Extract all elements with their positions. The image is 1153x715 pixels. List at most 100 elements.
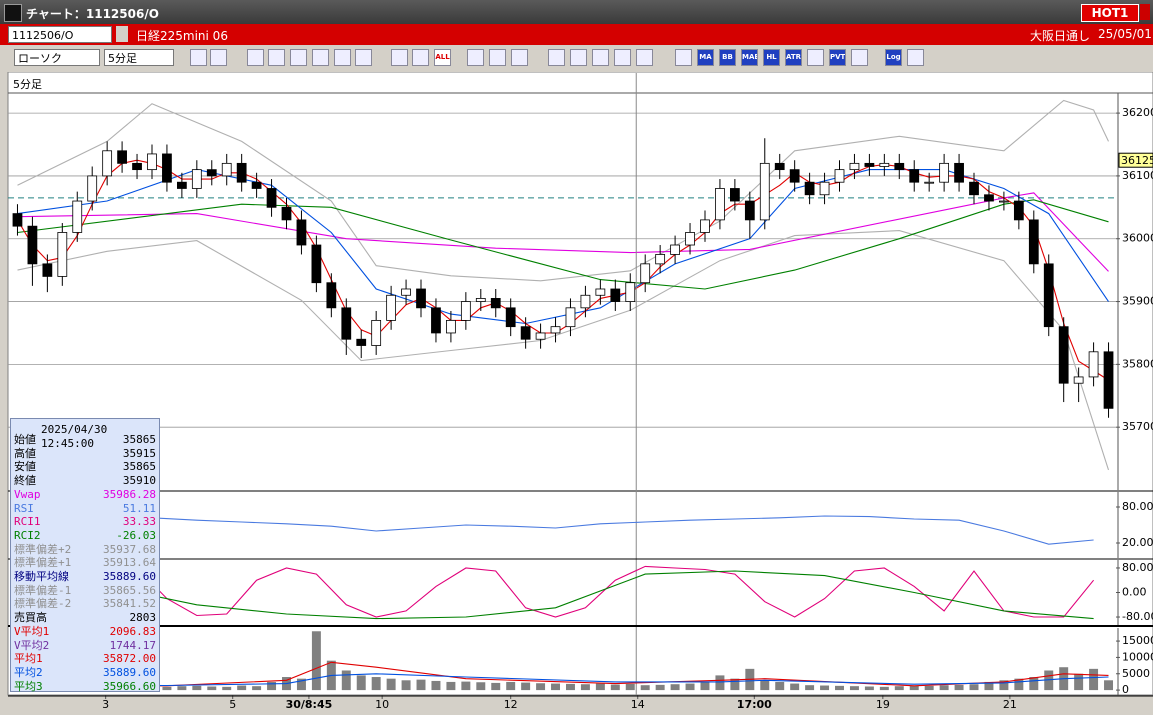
candle-body bbox=[640, 263, 651, 284]
chart-style-select[interactable]: ローソク bbox=[14, 49, 100, 66]
info-datetime: 2025/04/30 12:45:00 bbox=[41, 423, 119, 450]
volume-bar bbox=[655, 684, 665, 691]
info-row: 標準偏差-1 35865.56 bbox=[14, 584, 158, 598]
candle-body bbox=[909, 169, 920, 183]
tool-button[interactable] bbox=[467, 49, 484, 66]
volume-bar bbox=[311, 631, 321, 691]
volume-bar bbox=[790, 683, 800, 691]
volume-bar bbox=[162, 686, 172, 691]
info-label: RCI1 bbox=[14, 515, 41, 529]
info-value: -26.03 bbox=[116, 528, 156, 542]
info-row: 標準偏差-2 35841.52 bbox=[14, 597, 158, 611]
tool-button[interactable] bbox=[907, 49, 924, 66]
volume-bar bbox=[1089, 668, 1099, 691]
volume-bar bbox=[521, 682, 531, 691]
volume-bar bbox=[551, 683, 561, 691]
info-panel: 2025/04/30 12:45:00 始値 35865 高値 35915 安値 3586… bbox=[10, 418, 160, 693]
info-label: 移動平均線 bbox=[14, 570, 69, 583]
symbol-dropdown[interactable] bbox=[116, 26, 128, 42]
tool-button[interactable]: MA bbox=[697, 49, 714, 66]
tool-button[interactable] bbox=[312, 49, 329, 66]
timeframe-select[interactable]: 5分足 bbox=[104, 49, 174, 66]
volume-bar bbox=[625, 683, 635, 691]
tool-button[interactable] bbox=[190, 49, 207, 66]
info-value: 35865.56 bbox=[103, 583, 156, 597]
info-label: 始値 bbox=[14, 433, 36, 446]
tool-button[interactable] bbox=[592, 49, 609, 66]
info-label: 平均3 bbox=[14, 679, 43, 693]
tool-button[interactable] bbox=[489, 49, 506, 66]
last-price-label: 36125 bbox=[1121, 154, 1153, 167]
y-tick-label: 0 bbox=[1122, 683, 1129, 696]
symbol-bar: 1112506/O 日経225mini 06 大阪日通し 25/05/01 bbox=[0, 24, 1153, 45]
info-label: 安値 bbox=[14, 460, 36, 474]
tool-button[interactable] bbox=[247, 49, 264, 66]
candle-body bbox=[281, 206, 292, 221]
tool-button[interactable] bbox=[548, 49, 565, 66]
candle-body bbox=[894, 162, 905, 171]
tool-button[interactable] bbox=[570, 49, 587, 66]
candle-body bbox=[1043, 263, 1054, 328]
info-label: RSI bbox=[14, 501, 34, 515]
tool-button[interactable] bbox=[636, 49, 653, 66]
tool-button[interactable]: HL bbox=[763, 49, 780, 66]
tool-button[interactable] bbox=[851, 49, 868, 66]
candle-body bbox=[12, 213, 23, 227]
volume-bar bbox=[416, 679, 426, 691]
app-icon bbox=[4, 4, 22, 22]
close-button[interactable] bbox=[1140, 4, 1150, 20]
tool-button[interactable] bbox=[334, 49, 351, 66]
volume-bar bbox=[252, 686, 262, 691]
info-value: 1744.17 bbox=[109, 638, 156, 652]
volume-bar bbox=[1014, 678, 1024, 691]
candle-body bbox=[834, 169, 845, 183]
tool-button[interactable]: ALL bbox=[434, 49, 451, 66]
tool-button[interactable] bbox=[290, 49, 307, 66]
tool-button[interactable] bbox=[355, 49, 372, 66]
tool-button[interactable]: Log bbox=[885, 49, 902, 66]
volume-bar bbox=[296, 678, 306, 691]
volume-bar bbox=[192, 685, 202, 691]
info-row: RCI2 -26.03 bbox=[14, 529, 158, 543]
candle-body bbox=[431, 307, 441, 334]
candle-body bbox=[744, 200, 755, 221]
candle-body bbox=[446, 319, 456, 334]
tool-button[interactable]: MAE bbox=[741, 49, 758, 66]
y-tick-label: 10000 bbox=[1122, 650, 1153, 663]
candle-body bbox=[879, 162, 890, 167]
candle-body bbox=[386, 294, 397, 321]
tool-button[interactable] bbox=[511, 49, 528, 66]
candle-body bbox=[42, 263, 53, 277]
tool-button[interactable] bbox=[614, 49, 631, 66]
tool-button[interactable] bbox=[268, 49, 285, 66]
hot-badge[interactable]: HOT1 bbox=[1081, 4, 1139, 22]
tool-button[interactable] bbox=[807, 49, 824, 66]
candle-body bbox=[371, 319, 382, 346]
candle-body bbox=[132, 162, 142, 171]
volume-bar bbox=[371, 677, 381, 691]
tool-button[interactable]: BB bbox=[719, 49, 736, 66]
volume-bar bbox=[984, 681, 994, 691]
info-label: V平均1 bbox=[14, 624, 50, 638]
tool-button[interactable] bbox=[412, 49, 429, 66]
volume-bar bbox=[491, 682, 501, 691]
info-value: 35913.64 bbox=[103, 556, 156, 570]
candle-body bbox=[625, 282, 636, 302]
x-tick-label: 19 bbox=[876, 698, 890, 711]
candle-body bbox=[27, 225, 38, 265]
volume-bar bbox=[685, 683, 695, 691]
tool-button[interactable] bbox=[391, 49, 408, 66]
symbol-input[interactable]: 1112506/O bbox=[8, 26, 112, 43]
candle-body bbox=[774, 162, 785, 171]
volume-bar bbox=[670, 684, 680, 691]
candle-body bbox=[87, 175, 98, 202]
tool-button[interactable]: PVT bbox=[829, 49, 846, 66]
volume-bar bbox=[864, 686, 874, 691]
info-value: 35937.68 bbox=[103, 542, 156, 556]
info-row: 始値 35865 bbox=[14, 433, 158, 447]
tool-button[interactable] bbox=[210, 49, 227, 66]
info-value: 33.33 bbox=[122, 515, 156, 529]
tool-button[interactable] bbox=[675, 49, 692, 66]
info-label: RCI2 bbox=[14, 528, 41, 542]
tool-button[interactable]: ATR bbox=[785, 49, 802, 66]
